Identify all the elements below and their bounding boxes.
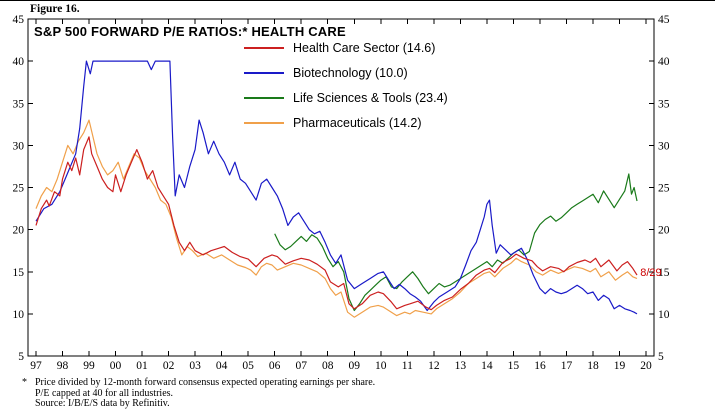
svg-text:45: 45 <box>658 14 670 26</box>
svg-text:01: 01 <box>136 360 148 372</box>
svg-text:06: 06 <box>269 360 281 372</box>
svg-text:11: 11 <box>402 360 413 372</box>
chart-legend: Health Care Sector (14.6) Biotechnology … <box>244 35 448 135</box>
svg-text:14: 14 <box>481 360 493 372</box>
footnote-marker: * <box>22 377 27 388</box>
svg-text:13: 13 <box>455 360 467 372</box>
svg-text:45: 45 <box>13 14 25 26</box>
svg-text:40: 40 <box>13 56 25 68</box>
legend-swatch-life-sciences-tools <box>244 96 284 99</box>
svg-text:09: 09 <box>349 360 361 372</box>
legend-item-pharmaceuticals: Pharmaceuticals (14.2) <box>244 110 448 135</box>
svg-text:05: 05 <box>242 360 254 372</box>
svg-text:35: 35 <box>658 98 670 110</box>
svg-text:10: 10 <box>375 360 387 372</box>
svg-text:15: 15 <box>13 267 25 279</box>
footnote-line-2: P/E capped at 40 for all industries. <box>35 387 174 399</box>
svg-text:99: 99 <box>83 360 95 372</box>
svg-text:15: 15 <box>658 267 670 279</box>
legend-swatch-health-care-sector <box>244 46 284 49</box>
svg-text:98: 98 <box>57 360 69 372</box>
svg-text:10: 10 <box>13 309 25 321</box>
svg-text:16: 16 <box>534 360 546 372</box>
svg-text:35: 35 <box>13 98 25 110</box>
footnote-source: Source: I/B/E/S data by Refinitiv. <box>35 398 170 409</box>
legend-label-biotechnology: Biotechnology (10.0) <box>293 65 408 80</box>
svg-text:20: 20 <box>640 360 652 372</box>
svg-text:08: 08 <box>322 360 334 372</box>
svg-text:5: 5 <box>18 351 24 363</box>
svg-text:25: 25 <box>658 183 670 195</box>
legend-swatch-biotechnology <box>244 71 284 74</box>
footnotes: * Price divided by 12-month forward cons… <box>22 377 376 410</box>
svg-text:5: 5 <box>658 351 664 363</box>
svg-text:25: 25 <box>13 183 25 195</box>
svg-text:02: 02 <box>163 360 175 372</box>
svg-text:18: 18 <box>587 360 599 372</box>
footnote-line-1: * Price divided by 12-month forward cons… <box>22 377 376 389</box>
latest-value-annotation: 8/29 <box>640 267 661 279</box>
svg-text:07: 07 <box>295 360 307 372</box>
svg-text:30: 30 <box>658 140 670 152</box>
svg-text:40: 40 <box>658 56 670 68</box>
footnote-text-1: Price divided by 12-month forward consen… <box>35 377 376 388</box>
chart-title: S&P 500 FORWARD P/E RATIOS:* HEALTH CARE <box>34 24 346 39</box>
figure-label: Figure 16. <box>30 3 80 15</box>
svg-text:17: 17 <box>561 360 573 372</box>
svg-text:00: 00 <box>110 360 122 372</box>
legend-item-health-care-sector: Health Care Sector (14.6) <box>244 35 448 60</box>
svg-text:20: 20 <box>13 225 25 237</box>
svg-text:97: 97 <box>30 360 42 372</box>
svg-text:20: 20 <box>658 225 670 237</box>
legend-label-life-sciences-tools: Life Sciences & Tools (23.4) <box>293 90 448 105</box>
svg-text:03: 03 <box>189 360 201 372</box>
legend-label-health-care-sector: Health Care Sector (14.6) <box>293 40 436 55</box>
svg-text:30: 30 <box>13 140 25 152</box>
svg-text:10: 10 <box>658 309 670 321</box>
svg-text:15: 15 <box>508 360 520 372</box>
svg-text:04: 04 <box>216 360 228 372</box>
legend-item-biotechnology: Biotechnology (10.0) <box>244 60 448 85</box>
svg-text:19: 19 <box>614 360 626 372</box>
legend-item-life-sciences-tools: Life Sciences & Tools (23.4) <box>244 85 448 110</box>
svg-text:12: 12 <box>428 360 440 372</box>
legend-label-pharmaceuticals: Pharmaceuticals (14.2) <box>293 115 422 130</box>
legend-swatch-pharmaceuticals <box>244 121 284 124</box>
